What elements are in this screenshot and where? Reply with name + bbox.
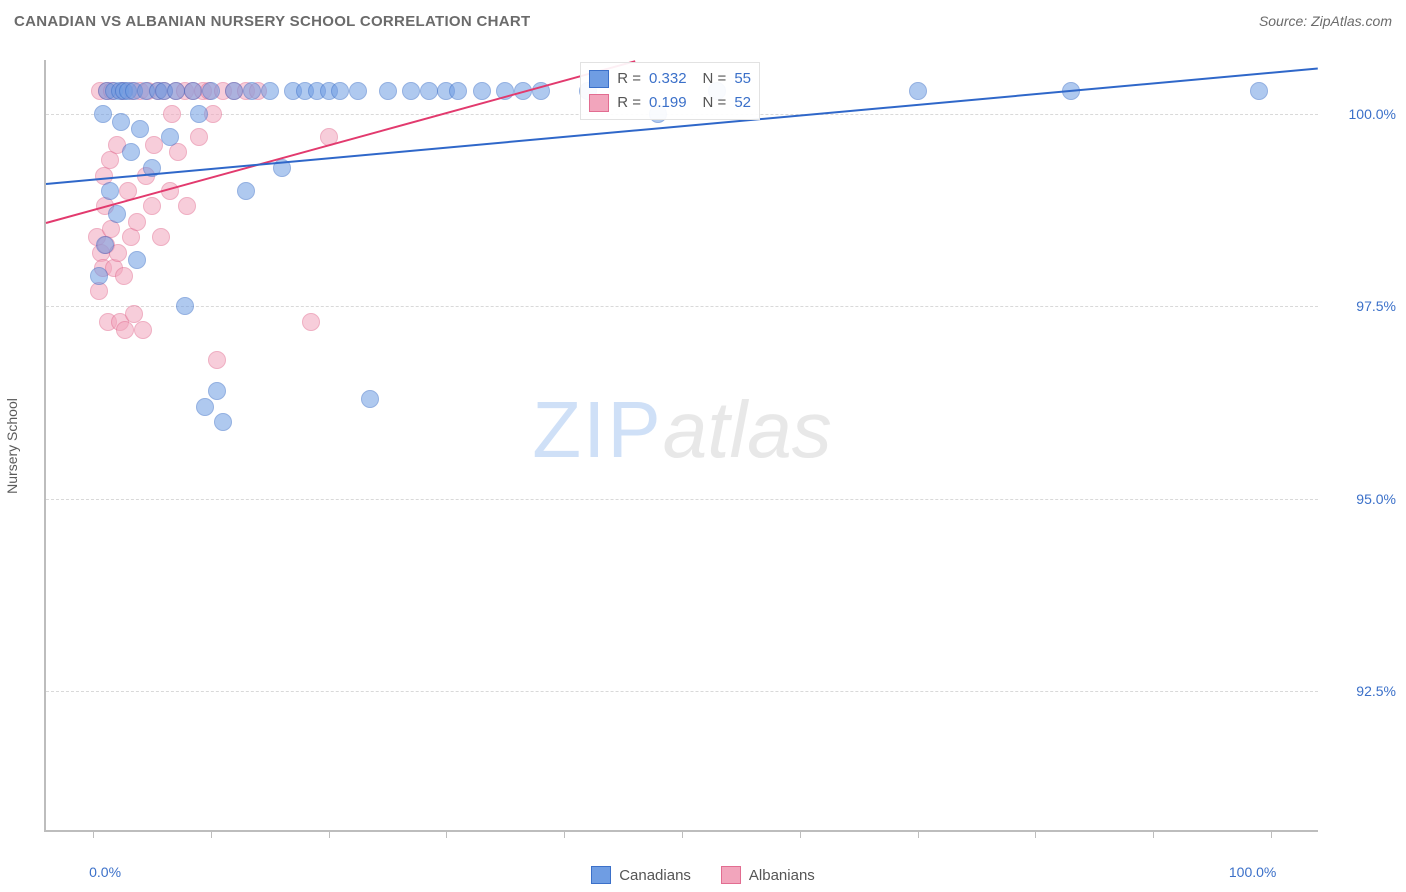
marker-canadians <box>361 390 379 408</box>
marker-canadians <box>243 82 261 100</box>
watermark-atlas: atlas <box>663 385 832 474</box>
y-tick-label: 100.0% <box>1326 106 1396 122</box>
marker-canadians <box>331 82 349 100</box>
marker-canadians <box>101 182 119 200</box>
marker-canadians <box>196 398 214 416</box>
stats-n-value-albanians: 52 <box>734 91 751 115</box>
bottom-legend: Canadians Albanians <box>0 866 1406 884</box>
x-tick <box>682 830 683 838</box>
x-tick <box>329 830 330 838</box>
stats-box: R = 0.332 N = 55 R = 0.199 N = 52 <box>580 62 760 120</box>
marker-canadians <box>90 267 108 285</box>
marker-canadians <box>128 251 146 269</box>
watermark-zip: ZIP <box>532 385 662 474</box>
x-tick <box>1035 830 1036 838</box>
marker-canadians <box>349 82 367 100</box>
stats-r-value-canadians: 0.332 <box>649 67 687 91</box>
marker-canadians <box>190 105 208 123</box>
stats-r-label: R = <box>617 91 641 115</box>
chart-title: CANADIAN VS ALBANIAN NURSERY SCHOOL CORR… <box>14 13 530 30</box>
gridline-h <box>46 691 1318 692</box>
legend-item-albanians: Albanians <box>721 866 815 884</box>
marker-canadians <box>261 82 279 100</box>
marker-canadians <box>96 236 114 254</box>
marker-canadians <box>167 82 185 100</box>
stats-swatch-albanians <box>589 94 609 112</box>
legend-label-albanians: Albanians <box>749 867 815 884</box>
marker-albanians <box>190 128 208 146</box>
plot-area: ZIPatlas 92.5%95.0%97.5%100.0%0.0%100.0%… <box>44 60 1318 832</box>
stats-swatch-canadians <box>589 70 609 88</box>
marker-canadians <box>202 82 220 100</box>
y-tick-label: 95.0% <box>1326 491 1396 507</box>
stats-n-label: N = <box>703 67 727 91</box>
x-tick <box>1153 830 1154 838</box>
marker-canadians <box>473 82 491 100</box>
marker-albanians <box>302 313 320 331</box>
marker-canadians <box>225 82 243 100</box>
marker-albanians <box>115 267 133 285</box>
marker-albanians <box>178 197 196 215</box>
x-tick <box>211 830 212 838</box>
marker-canadians <box>402 82 420 100</box>
gridline-h <box>46 499 1318 500</box>
chart-header: CANADIAN VS ALBANIAN NURSERY SCHOOL CORR… <box>0 0 1406 36</box>
stats-row-albanians: R = 0.199 N = 52 <box>589 91 751 115</box>
marker-albanians <box>134 321 152 339</box>
y-axis-label: Nursery School <box>4 398 20 494</box>
legend-label-canadians: Canadians <box>619 867 691 884</box>
gridline-h <box>46 306 1318 307</box>
plot-area-wrap: ZIPatlas 92.5%95.0%97.5%100.0%0.0%100.0%… <box>44 60 1318 832</box>
marker-canadians <box>909 82 927 100</box>
marker-canadians <box>379 82 397 100</box>
marker-canadians <box>131 120 149 138</box>
marker-albanians <box>116 321 134 339</box>
marker-albanians <box>163 105 181 123</box>
chart-source: Source: ZipAtlas.com <box>1259 13 1392 29</box>
marker-albanians <box>128 213 146 231</box>
marker-canadians <box>184 82 202 100</box>
x-tick <box>918 830 919 838</box>
y-tick-label: 92.5% <box>1326 683 1396 699</box>
marker-canadians <box>420 82 438 100</box>
stats-r-label: R = <box>617 67 641 91</box>
stats-row-canadians: R = 0.332 N = 55 <box>589 67 751 91</box>
legend-swatch-canadians <box>591 866 611 884</box>
x-tick <box>446 830 447 838</box>
stats-n-value-canadians: 55 <box>734 67 751 91</box>
stats-n-label: N = <box>703 91 727 115</box>
marker-albanians <box>143 197 161 215</box>
marker-canadians <box>94 105 112 123</box>
marker-canadians <box>208 382 226 400</box>
marker-albanians <box>122 228 140 246</box>
x-tick <box>800 830 801 838</box>
marker-albanians <box>90 282 108 300</box>
marker-canadians <box>1250 82 1268 100</box>
x-tick <box>1271 830 1272 838</box>
marker-canadians <box>112 113 130 131</box>
x-tick <box>564 830 565 838</box>
marker-canadians <box>176 297 194 315</box>
marker-canadians <box>122 143 140 161</box>
marker-albanians <box>208 351 226 369</box>
marker-canadians <box>214 413 232 431</box>
marker-albanians <box>152 228 170 246</box>
watermark: ZIPatlas <box>532 384 831 476</box>
marker-albanians <box>101 151 119 169</box>
marker-canadians <box>108 205 126 223</box>
legend-swatch-albanians <box>721 866 741 884</box>
marker-albanians <box>169 143 187 161</box>
marker-canadians <box>237 182 255 200</box>
marker-canadians <box>161 128 179 146</box>
stats-r-value-albanians: 0.199 <box>649 91 687 115</box>
x-tick <box>93 830 94 838</box>
y-tick-label: 97.5% <box>1326 298 1396 314</box>
marker-canadians <box>449 82 467 100</box>
legend-item-canadians: Canadians <box>591 866 691 884</box>
